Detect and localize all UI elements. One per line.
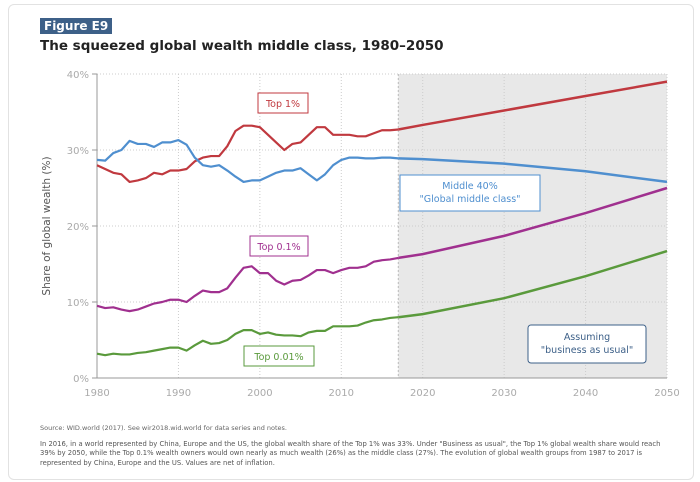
series-label-box (257, 92, 309, 114)
series-line-historical-3 (96, 316, 399, 357)
series-line-projection-2 (398, 186, 668, 260)
series-label-box (399, 174, 541, 212)
series-label-box (243, 345, 315, 367)
y-tick-label: 10% (67, 298, 89, 309)
x-tick-label: 2000 (247, 388, 272, 399)
series-label: "Global middle class" (419, 194, 520, 205)
figure-label: Figure E9 (40, 18, 113, 34)
series-label: Middle 40% (442, 181, 498, 192)
series-label: Top 0.01% (253, 352, 303, 363)
y-axis-label: Share of global wealth (%) (41, 156, 53, 295)
series-line-projection-3 (398, 249, 668, 319)
x-tick-label: 2030 (491, 388, 516, 399)
projection-label: Assuming (564, 332, 610, 343)
chart-title: The squeezed global wealth middle class,… (40, 38, 444, 54)
chart-card (8, 4, 694, 480)
series-line-historical-1 (96, 139, 399, 184)
series-label: Top 1% (265, 99, 300, 110)
series-line-projection-0 (398, 80, 668, 131)
y-tick-label: 20% (67, 222, 89, 233)
series-label: Top 0.1% (256, 242, 300, 253)
y-tick-label: 30% (67, 146, 89, 157)
projection-label-box (527, 324, 647, 364)
chart-caption: In 2016, in a world represented by China… (40, 440, 661, 467)
x-tick-label: 1980 (84, 388, 109, 399)
series-line-historical-0 (96, 124, 399, 184)
series-line-projection-1 (398, 157, 668, 184)
x-tick-label: 2040 (573, 388, 598, 399)
y-tick-label: 40% (67, 70, 89, 81)
x-tick-label: 2010 (329, 388, 354, 399)
x-tick-label: 2050 (654, 388, 679, 399)
y-tick-label: 0% (73, 374, 89, 385)
x-tick-label: 2020 (410, 388, 435, 399)
source-note: Source: WID.world (2017). See wir2018.wi… (40, 424, 287, 432)
series-label-box (249, 235, 309, 257)
series-line-historical-2 (96, 256, 399, 313)
projection-label: "business as usual" (541, 345, 633, 356)
x-tick-label: 1990 (166, 388, 191, 399)
